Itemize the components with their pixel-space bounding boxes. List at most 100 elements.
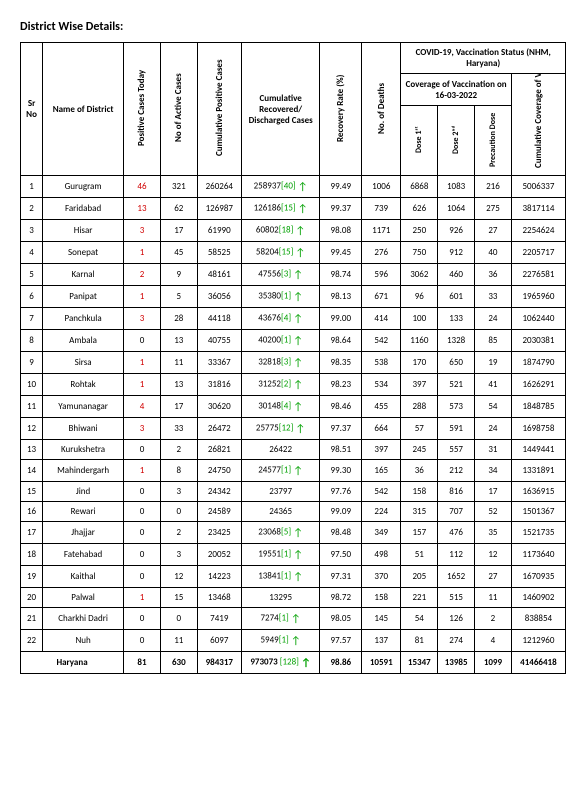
cell-cumulative-positive: 40755 <box>197 330 241 352</box>
cell-dose1: 36 <box>401 460 438 482</box>
cell-recovered: 24577[1] ↑ <box>241 460 320 482</box>
cell-cumulative-coverage: 838854 <box>511 608 565 630</box>
table-row: 7Panchkula3284411843676[4] ↑99.004141001… <box>21 308 566 330</box>
cell-active: 0 <box>160 608 197 630</box>
cell-precaution: 19 <box>475 352 512 374</box>
cell-positive-today: 1 <box>124 588 161 608</box>
cell-cumulative-positive: 44118 <box>197 308 241 330</box>
cell-recovery-rate: 98.05 <box>320 608 362 630</box>
cell-dose2: 650 <box>438 352 475 374</box>
cell-dose2: 557 <box>438 440 475 460</box>
cell-recovered: 31252[2] ↑ <box>241 374 320 396</box>
cell-dose2: 274 <box>438 630 475 652</box>
cell-active: 28 <box>160 308 197 330</box>
cell-sr: 3 <box>21 220 43 242</box>
cell-precaution: 11 <box>475 588 512 608</box>
cell-sr: 7 <box>21 308 43 330</box>
table-row: 15Jind03243422379797.7654215881617163691… <box>21 482 566 502</box>
cell-deaths: 739 <box>362 198 401 220</box>
cell-recovery-rate: 99.49 <box>320 176 362 198</box>
up-arrow-icon: ↑ <box>293 378 303 391</box>
cell-sr: 11 <box>21 396 43 418</box>
cell-sr: 2 <box>21 198 43 220</box>
up-arrow-icon: ↑ <box>301 656 311 669</box>
cell-cumulative-positive: 26472 <box>197 418 241 440</box>
cell-dose1: 157 <box>401 522 438 544</box>
header-dose2: Dose 2ⁿᵈ <box>438 106 475 176</box>
cell-recovered: 35380[1] ↑ <box>241 286 320 308</box>
cell-active: 17 <box>160 396 197 418</box>
cell-active: 5 <box>160 286 197 308</box>
cell-dose1: 3062 <box>401 264 438 286</box>
table-row: 14Mahindergarh182475024577[1] ↑99.301653… <box>21 460 566 482</box>
cell-positive-today: 1 <box>124 286 161 308</box>
cell-dose1: 288 <box>401 396 438 418</box>
cell-precaution: 54 <box>475 396 512 418</box>
cell-recovered: 973073 [128] ↑ <box>241 652 320 674</box>
cell-district-name: Nuh <box>43 630 124 652</box>
cell-dose2: 1083 <box>438 176 475 198</box>
cell-cumulative-coverage: 5006337 <box>511 176 565 198</box>
up-arrow-icon: ↑ <box>293 268 303 281</box>
cell-district-name: Bhiwani <box>43 418 124 440</box>
table-row: 18Fatehabad032005219551[1] ↑97.504985111… <box>21 544 566 566</box>
cell-dose1: 221 <box>401 588 438 608</box>
cell-sr: 15 <box>21 482 43 502</box>
cell-positive-today: 3 <box>124 308 161 330</box>
up-arrow-icon: ↑ <box>293 334 303 347</box>
cell-cumulative-coverage: 1698758 <box>511 418 565 440</box>
cell-cumulative-coverage: 2254624 <box>511 220 565 242</box>
cell-positive-today: 1 <box>124 374 161 396</box>
cell-sr: 18 <box>21 544 43 566</box>
cell-deaths: 1006 <box>362 176 401 198</box>
cell-positive-today: 1 <box>124 242 161 264</box>
cell-dose1: 54 <box>401 608 438 630</box>
table-row: 11Yamunanagar4173062030148[4] ↑98.464552… <box>21 396 566 418</box>
cell-cumulative-positive: 24750 <box>197 460 241 482</box>
cell-district-name: Panipat <box>43 286 124 308</box>
cell-recovered: 32818[3] ↑ <box>241 352 320 374</box>
cell-positive-today: 3 <box>124 220 161 242</box>
cell-dose1: 250 <box>401 220 438 242</box>
cell-district-name: Rohtak <box>43 374 124 396</box>
cell-sr: 16 <box>21 502 43 522</box>
cell-deaths: 664 <box>362 418 401 440</box>
cell-cumulative-positive: 260264 <box>197 176 241 198</box>
cell-recovered: 13841[1] ↑ <box>241 566 320 588</box>
table-row: 9Sirsa1113336732818[3] ↑98.3553817065019… <box>21 352 566 374</box>
cell-precaution: 33 <box>475 286 512 308</box>
cell-recovered: 24365 <box>241 502 320 522</box>
district-table: Sr No Name of District Positive Cases To… <box>20 42 566 674</box>
table-row: 5Karnal294816147556[3] ↑98.7459630624603… <box>21 264 566 286</box>
cell-recovery-rate: 98.48 <box>320 522 362 544</box>
cell-precaution: 27 <box>475 220 512 242</box>
table-row: 22Nuh01160975949[1] ↑97.5713781274412129… <box>21 630 566 652</box>
cell-district-name: Panchkula <box>43 308 124 330</box>
cell-dose2: 476 <box>438 522 475 544</box>
cell-recovery-rate: 98.74 <box>320 264 362 286</box>
cell-district-name: Kaithal <box>43 566 124 588</box>
cell-recovered: 40200[1] ↑ <box>241 330 320 352</box>
cell-dose2: 816 <box>438 482 475 502</box>
up-arrow-icon: ↑ <box>295 246 305 259</box>
cell-positive-today: 2 <box>124 264 161 286</box>
cell-dose1: 397 <box>401 374 438 396</box>
cell-cumulative-positive: 61990 <box>197 220 241 242</box>
cell-precaution: 34 <box>475 460 512 482</box>
cell-deaths: 10591 <box>362 652 401 674</box>
cell-district-name: Hisar <box>43 220 124 242</box>
cell-recovery-rate: 97.37 <box>320 418 362 440</box>
cell-deaths: 145 <box>362 608 401 630</box>
cell-dose2: 926 <box>438 220 475 242</box>
cell-cumulative-positive: 58525 <box>197 242 241 264</box>
cell-dose1: 158 <box>401 482 438 502</box>
cell-sr: 21 <box>21 608 43 630</box>
header-recovered: Cumulative Recovered/ Discharged Cases <box>241 43 320 176</box>
cell-dose2: 1328 <box>438 330 475 352</box>
cell-positive-today: 0 <box>124 522 161 544</box>
cell-dose1: 15347 <box>401 652 438 674</box>
cell-dose1: 96 <box>401 286 438 308</box>
cell-dose2: 912 <box>438 242 475 264</box>
cell-active: 13 <box>160 374 197 396</box>
up-arrow-icon: ↑ <box>291 612 301 625</box>
